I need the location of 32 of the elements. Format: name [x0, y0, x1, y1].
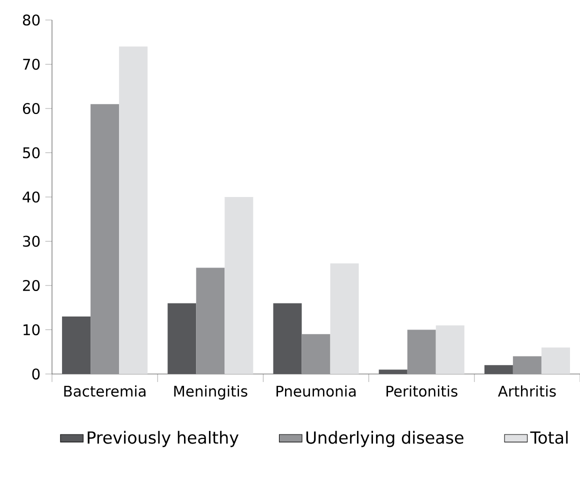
bar: [484, 365, 513, 374]
legend-label: Previously healthy: [88, 430, 239, 448]
x-tick-label: Arthritis: [498, 385, 556, 397]
bar: [90, 104, 120, 374]
x-tick-label: Bacteremia: [64, 385, 146, 397]
bar: [512, 356, 542, 374]
y-tick-label: 50: [23, 147, 40, 158]
legend-label: Underlying disease: [306, 430, 464, 448]
y-tick-label: 40: [22, 191, 40, 203]
legend-label: Total: [530, 430, 568, 444]
y-tick-label: 60: [22, 102, 40, 114]
y-tick-label: 20: [23, 280, 40, 292]
y-tick-label: 80: [22, 14, 40, 26]
y-tick-label: 70: [23, 58, 40, 70]
bar: [273, 303, 302, 374]
x-tick-label: Peritonitis: [386, 385, 458, 397]
bar: [224, 197, 254, 374]
bar: [407, 330, 436, 374]
bar: [119, 46, 148, 374]
bar: [302, 334, 330, 374]
bar: [62, 316, 91, 374]
bar: [541, 347, 570, 374]
y-tick-label: 0: [32, 368, 40, 380]
bar: [330, 263, 359, 374]
bar: [196, 268, 225, 374]
bar: [168, 303, 196, 374]
y-tick-label: 10: [24, 324, 40, 336]
y-tick-label: 30: [23, 236, 40, 247]
bar: [378, 370, 408, 374]
x-tick-label: Pneumonia: [276, 385, 356, 397]
bar: [436, 325, 464, 374]
x-tick-label: Meningitis: [174, 385, 248, 400]
